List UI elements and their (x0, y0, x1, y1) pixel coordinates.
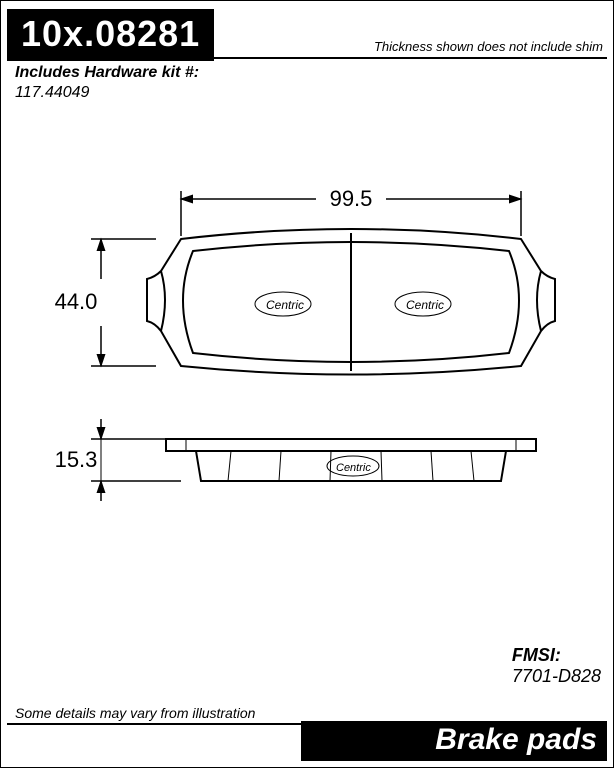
fmsi-label: FMSI: (512, 645, 601, 666)
brand-mark-left: Centric (266, 298, 304, 312)
thickness-value: 15.3 (55, 447, 98, 472)
width-value: 99.5 (330, 186, 373, 211)
height-value: 44.0 (55, 289, 98, 314)
part-number-bar: 10x.08281 (7, 9, 214, 61)
brake-pad-diagram: 99.5 44.0 Centric Centric 15.3 (31, 171, 591, 531)
top-rule (7, 57, 607, 59)
height-dimension: 44.0 (55, 239, 156, 366)
thickness-dimension: 15.3 (55, 419, 181, 501)
brake-pad-side: Centric (166, 439, 536, 481)
thickness-note: Thickness shown does not include shim (374, 39, 603, 54)
fmsi-value: 7701-D828 (512, 666, 601, 687)
hardware-kit-number: 117.44049 (15, 83, 199, 103)
brake-pad-face: Centric Centric (147, 229, 555, 375)
disclaimer-text: Some details may vary from illustration (15, 705, 255, 721)
hardware-kit-block: Includes Hardware kit #: 117.44049 (15, 63, 199, 103)
fmsi-block: FMSI: 7701-D828 (512, 645, 601, 687)
category-bar: Brake pads (301, 721, 607, 761)
brand-mark-side: Centric (336, 462, 371, 474)
hardware-kit-label: Includes Hardware kit #: (15, 63, 199, 83)
brand-mark-right: Centric (406, 298, 444, 312)
